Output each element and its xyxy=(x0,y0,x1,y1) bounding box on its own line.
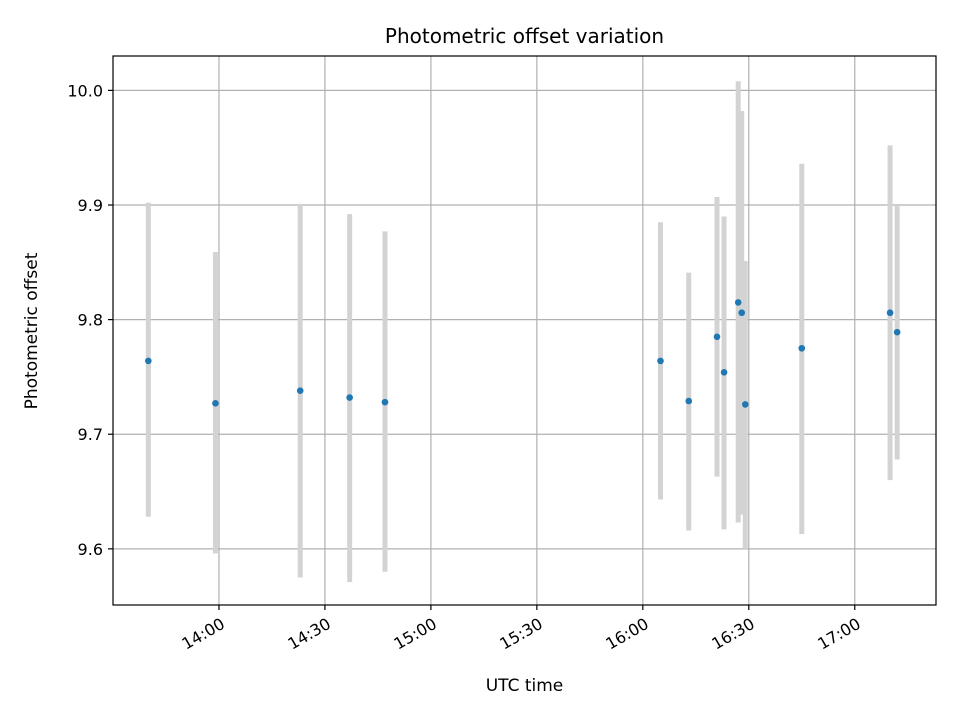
data-point xyxy=(657,357,664,365)
y-axis-ticks: 9.6 9.7 9.8 9.9 10.0 xyxy=(67,81,113,559)
y-tick-label: 9.8 xyxy=(78,311,103,330)
y-axis-label: Photometric offset xyxy=(22,252,42,409)
data-point xyxy=(893,328,901,336)
data-point xyxy=(741,401,749,408)
data-point xyxy=(738,309,746,317)
data-point xyxy=(346,394,353,401)
data-point xyxy=(685,397,693,405)
y-tick-label: 10.0 xyxy=(67,81,103,100)
data-points xyxy=(145,299,901,408)
grid xyxy=(113,56,936,605)
y-tick-label: 9.7 xyxy=(78,425,103,444)
plot-frame xyxy=(112,55,937,606)
data-point xyxy=(886,309,894,317)
data-point xyxy=(212,399,219,407)
x-axis-label: UTC time xyxy=(486,676,564,696)
data-point xyxy=(720,369,728,376)
y-tick-label: 9.9 xyxy=(78,196,103,215)
data-point xyxy=(798,344,806,352)
data-point xyxy=(145,357,152,365)
y-tick-label: 9.6 xyxy=(78,540,103,559)
data-point xyxy=(381,398,389,406)
data-point xyxy=(734,299,742,306)
data-point xyxy=(296,387,304,394)
data-point xyxy=(713,333,721,341)
chart-title: Photometric offset variation xyxy=(385,24,664,48)
